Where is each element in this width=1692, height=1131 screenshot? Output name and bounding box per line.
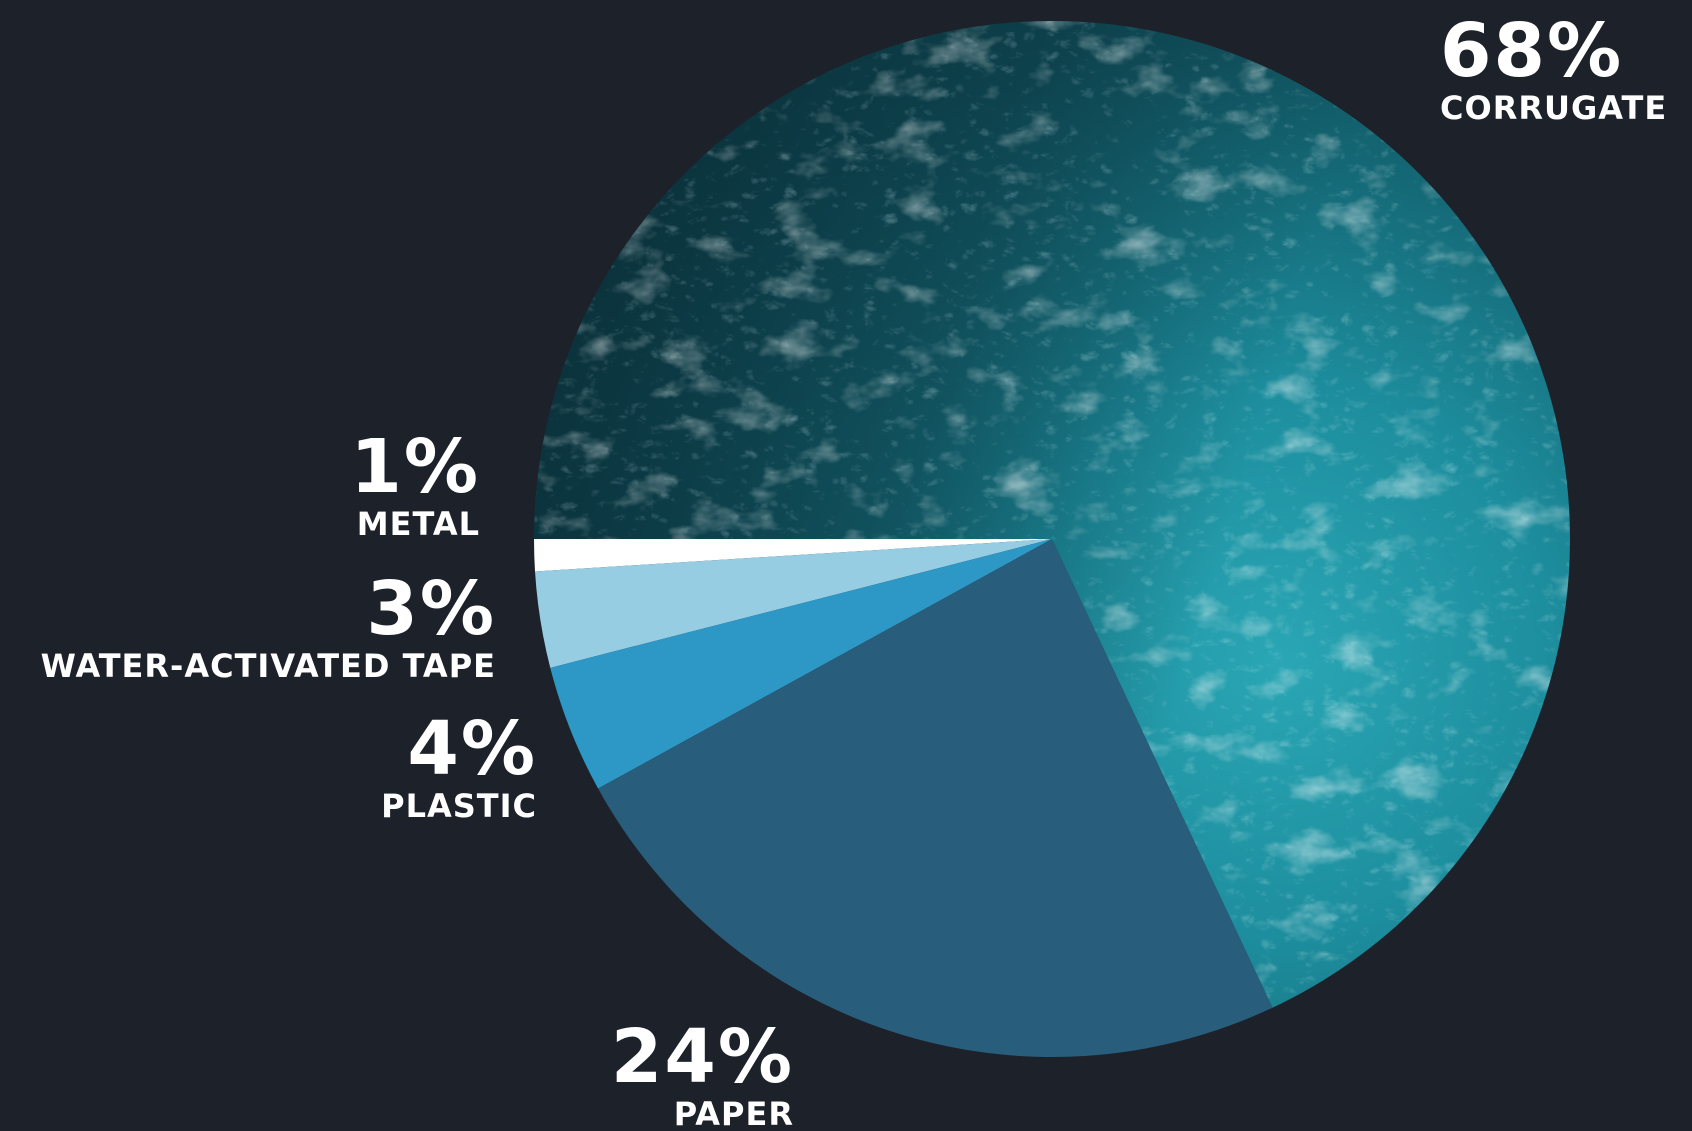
slice-name: METAL bbox=[356, 505, 480, 543]
slice-water-activated-tape bbox=[535, 539, 1052, 668]
slice-name: CORRUGATE bbox=[1440, 89, 1668, 127]
slice-plastic bbox=[550, 539, 1052, 789]
slice-percent: 3% bbox=[366, 566, 496, 652]
slice-metal bbox=[534, 539, 1052, 572]
slice-label-water-activated-tape: 3% WATER-ACTIVATED TAPE bbox=[41, 572, 496, 682]
slice-name: PAPER bbox=[673, 1095, 794, 1131]
slice-percent: 4% bbox=[407, 706, 537, 792]
slice-name: WATER-ACTIVATED TAPE bbox=[40, 647, 496, 685]
slice-label-plastic: 4% PLASTIC bbox=[381, 712, 537, 822]
slice-paper bbox=[598, 539, 1273, 1057]
slice-percent: 1% bbox=[350, 424, 480, 510]
slice-name: PLASTIC bbox=[381, 787, 537, 825]
pie-slices bbox=[534, 21, 1570, 1057]
slice-percent: 68% bbox=[1440, 8, 1624, 94]
slice-label-corrugate: 68% CORRUGATE bbox=[1440, 14, 1667, 124]
slice-label-metal: 1% METAL bbox=[350, 430, 480, 540]
slice-percent: 24% bbox=[610, 1014, 794, 1100]
slice-label-paper: 24% PAPER bbox=[611, 1020, 794, 1130]
